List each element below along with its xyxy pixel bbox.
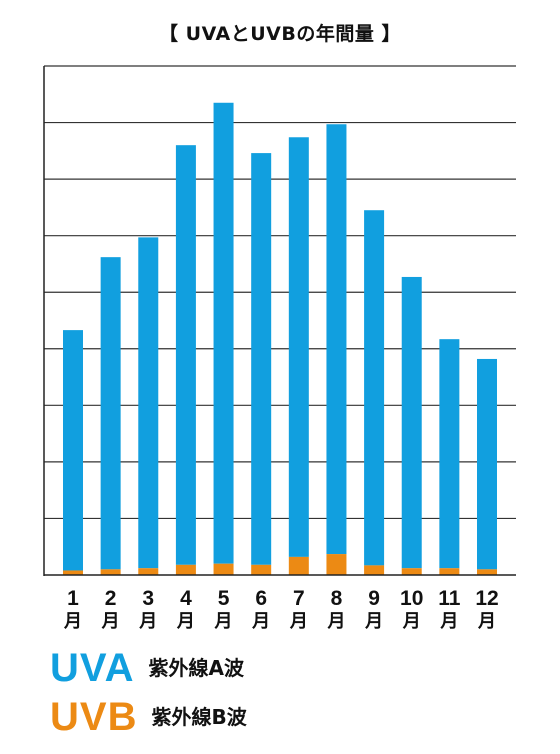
x-tick-label-5: 5: [218, 587, 230, 610]
x-tick-label-8: 8: [331, 587, 343, 610]
gridlines: [44, 65, 516, 520]
x-tick-suffix: 月: [326, 611, 345, 632]
bar-uvb-11: [439, 568, 460, 575]
bar-uva-12: [477, 358, 497, 570]
x-tick-label-7: 7: [293, 587, 305, 610]
x-tick-label-6: 6: [255, 587, 267, 610]
x-tick-suffix: 月: [289, 611, 308, 632]
bar-uvb-2: [100, 569, 121, 575]
x-tick-label-11: 11: [438, 587, 461, 610]
x-tick-suffix: 月: [63, 611, 82, 632]
bar-uvb-9: [364, 565, 385, 575]
bar-uvb-12: [477, 569, 497, 575]
x-tick-label-9: 9: [368, 587, 380, 610]
x-tick-suffix: 月: [364, 611, 383, 632]
bar-uva-1: [63, 330, 83, 571]
x-tick-suffix: 月: [402, 611, 421, 632]
x-tick-label-12: 12: [475, 587, 498, 610]
bar-uva-9: [364, 210, 385, 566]
bar-uvb-4: [175, 564, 196, 575]
bar-uvb-7: [288, 556, 309, 575]
legend-code-uvb: UVB: [50, 695, 138, 739]
x-tick-suffix: 月: [251, 611, 270, 632]
x-tick-label-3: 3: [142, 587, 154, 610]
x-tick-label-4: 4: [180, 587, 192, 610]
bar-uva-7: [288, 137, 309, 557]
bar-uva-5: [213, 102, 234, 564]
x-tick-suffix: 月: [439, 611, 458, 632]
legend-label-uvb: 紫外線B波: [151, 705, 247, 729]
x-tick-label-1: 1: [67, 587, 79, 610]
x-tick-suffix: 月: [138, 611, 157, 632]
bar-uva-3: [138, 237, 159, 569]
chart-title: 【 UVAとUVBの年間量 】: [159, 23, 401, 45]
legend-code-uva: UVA: [50, 646, 135, 690]
bar-uvb-6: [251, 564, 272, 575]
bar-uvb-5: [213, 563, 234, 575]
bar-uva-4: [175, 145, 196, 565]
bar-uvb-10: [401, 568, 422, 575]
x-tick-label-2: 2: [105, 587, 117, 610]
bar-uva-8: [326, 124, 347, 555]
x-tick-suffix: 月: [477, 611, 496, 632]
legend-item-uva: UVA 紫外線A波: [50, 648, 244, 688]
bars: [63, 102, 497, 575]
bar-uva-2: [100, 257, 121, 570]
x-tick-suffix: 月: [176, 611, 195, 632]
bar-uva-11: [439, 339, 460, 569]
bar-uvb-8: [326, 554, 347, 575]
bar-uva-10: [401, 276, 422, 569]
bar-uvb-3: [138, 568, 159, 575]
x-tick-suffix: 月: [214, 611, 233, 632]
bar-uvb-1: [63, 570, 83, 575]
bar-uva-6: [251, 153, 272, 565]
x-tick-suffix: 月: [101, 611, 120, 632]
legend-label-uva: 紫外線A波: [148, 656, 244, 680]
axes: [43, 66, 516, 576]
legend-item-uvb: UVB 紫外線B波: [50, 697, 247, 737]
x-tick-label-10: 10: [400, 587, 423, 610]
